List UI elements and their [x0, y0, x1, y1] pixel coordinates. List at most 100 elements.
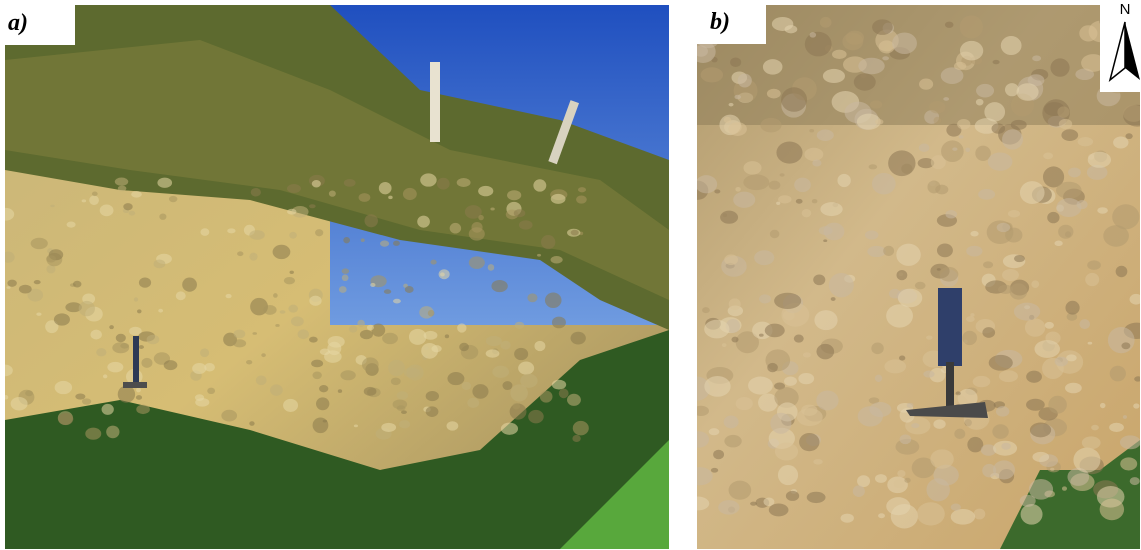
pebble	[34, 280, 41, 284]
pebble	[729, 481, 752, 500]
pebble	[1032, 452, 1049, 462]
pebble	[226, 294, 232, 298]
pebble	[957, 119, 970, 130]
pebble	[36, 312, 41, 315]
pebble	[736, 397, 753, 410]
pebble	[919, 144, 930, 152]
pebble	[1062, 486, 1067, 490]
pebble	[364, 387, 377, 396]
pebble	[287, 209, 296, 215]
pebble	[528, 410, 544, 424]
pebble	[227, 228, 235, 233]
pebble	[807, 492, 826, 503]
pebble	[391, 378, 401, 386]
pebble	[46, 255, 56, 262]
pebble	[984, 102, 1005, 122]
pebble	[103, 374, 107, 378]
pebble	[571, 332, 586, 345]
pebble	[778, 465, 798, 485]
pebble	[759, 334, 764, 337]
pebble	[999, 370, 1018, 382]
pebble	[100, 205, 114, 217]
pebble	[1109, 423, 1124, 432]
pebble	[182, 277, 197, 291]
pebble	[812, 159, 821, 166]
pebble	[367, 325, 374, 330]
pebble	[854, 73, 876, 90]
pebble	[704, 320, 729, 339]
pebble	[169, 196, 177, 202]
pebble	[340, 370, 355, 380]
pebble	[769, 181, 781, 190]
pebble	[701, 67, 723, 82]
pebble	[1068, 167, 1081, 177]
pebble	[970, 231, 978, 237]
pebble	[107, 362, 123, 373]
pebble	[467, 398, 479, 408]
pebble	[361, 238, 365, 242]
pebble	[1001, 443, 1011, 450]
pebble	[951, 504, 961, 511]
pebble	[118, 186, 127, 192]
pebble	[545, 292, 562, 307]
pebble	[157, 178, 172, 188]
pebble	[134, 297, 138, 301]
pebble	[926, 336, 932, 340]
pebble	[457, 323, 466, 332]
pebble	[120, 343, 129, 349]
pebble	[996, 406, 1009, 416]
panel-label: b)	[710, 9, 730, 35]
pebble	[158, 309, 163, 313]
pebble	[939, 267, 958, 282]
pebble	[1047, 212, 1059, 223]
pebble	[372, 324, 386, 337]
pebble	[426, 391, 439, 401]
pebble	[896, 244, 920, 266]
pebble	[750, 502, 757, 506]
pebble	[234, 329, 246, 338]
pebble	[1079, 319, 1090, 329]
pebble	[945, 210, 956, 219]
pebble	[772, 17, 793, 31]
pebble	[233, 339, 246, 347]
pebble	[1016, 83, 1038, 101]
pebble	[50, 205, 54, 208]
pebble	[518, 362, 534, 375]
pebble	[976, 84, 994, 98]
pebble	[7, 286, 11, 289]
pebble	[915, 282, 926, 290]
pebble	[770, 413, 791, 434]
pebble	[934, 117, 942, 125]
pebble	[1120, 435, 1141, 449]
pebble	[176, 291, 186, 300]
pebble	[794, 178, 811, 192]
pebble	[724, 416, 739, 429]
pebble	[370, 283, 375, 287]
pebble	[983, 261, 993, 268]
pebble	[137, 309, 142, 313]
pebble	[478, 215, 484, 220]
pebble	[437, 178, 450, 190]
pebble	[82, 199, 87, 202]
pebble	[75, 393, 85, 399]
pebble	[319, 385, 328, 392]
pebble	[488, 264, 495, 271]
pebble	[962, 331, 977, 345]
pebble	[457, 178, 471, 187]
figure: a) b) N	[0, 0, 1141, 550]
pebble	[1085, 273, 1099, 286]
pebble	[767, 89, 781, 99]
pebble	[249, 253, 257, 261]
pebble	[309, 337, 318, 343]
pebble	[810, 32, 817, 37]
pebble	[67, 221, 76, 227]
pebble	[927, 181, 940, 194]
pebble	[728, 122, 747, 136]
pebble	[933, 419, 945, 429]
pebble	[251, 188, 261, 196]
pebble	[329, 190, 336, 196]
pebble	[417, 216, 430, 228]
pebble	[804, 148, 823, 161]
pebble	[409, 329, 426, 345]
pebble	[567, 394, 581, 406]
